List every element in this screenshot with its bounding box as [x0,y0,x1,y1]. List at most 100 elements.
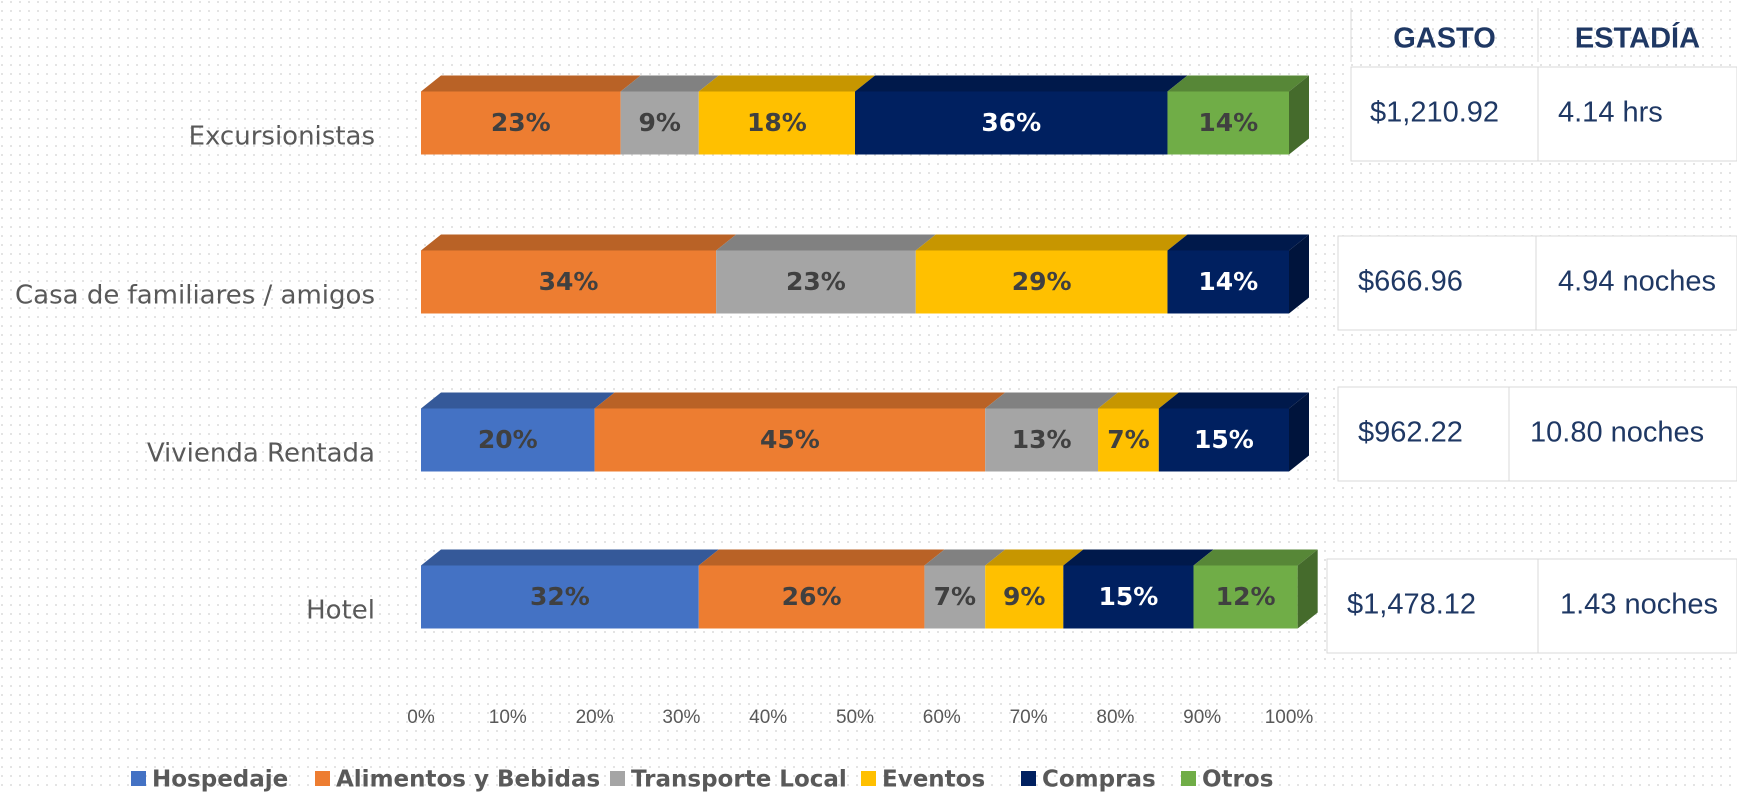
bar-top-face [924,549,1006,566]
bar-segment [620,91,699,155]
data-label: 45% [760,425,820,454]
data-label: 7% [1107,425,1149,454]
table-cell [1350,66,1539,162]
bar-segment [1167,250,1289,314]
table-value: $962.22 [1358,417,1463,449]
bar-segment [421,408,595,472]
bar-segment [594,408,986,472]
data-label: 20% [478,425,538,454]
legend-label: Hospedaje [152,767,288,792]
x-tick-label: 40% [749,707,787,728]
bar-segment [1098,408,1159,472]
legend-label: Otros [1202,767,1273,792]
bar-segment [716,250,916,314]
bar-top-face [1167,234,1309,251]
bar-segment [1063,565,1194,629]
bar-segment [1167,91,1289,155]
data-label: 15% [1194,425,1254,454]
legend-swatch [131,771,146,786]
x-tick-label: 30% [662,707,700,728]
table-cell [1508,386,1737,482]
table-header: GASTO [1393,23,1496,55]
data-label: 26% [782,582,842,611]
table-value: $1,478.12 [1347,589,1476,621]
table-value: 4.14 hrs [1558,97,1663,129]
data-label: 15% [1098,582,1158,611]
bar-segment [855,91,1168,155]
bar-top-face [1098,392,1179,409]
legend-swatch [1181,771,1196,786]
legend-label: Eventos [882,767,985,792]
category-label: Vivienda Rentada [147,439,375,469]
bar-side-face [1289,234,1309,314]
bar-top-face [421,75,641,92]
data-label: 14% [1198,267,1258,296]
table-value: $666.96 [1358,266,1463,298]
x-tick-label: 50% [836,707,874,728]
data-label: 34% [539,267,599,296]
legend-label: Alimentos y Bebidas [336,767,600,792]
data-label: 14% [1198,108,1258,137]
bar-top-face [594,392,1006,409]
x-tick-label: 70% [1010,707,1048,728]
legend-swatch [861,771,876,786]
legend-swatch [315,771,330,786]
data-label: 13% [1012,425,1072,454]
table-cell [1535,235,1737,331]
bar-segment [698,565,925,629]
legend-label: Transporte Local [631,767,847,792]
x-tick-label: 20% [576,707,614,728]
bar-segment [698,91,855,155]
data-label: 9% [1003,582,1045,611]
x-tick-label: 10% [489,707,527,728]
x-tick-label: 100% [1265,707,1314,728]
bar-segment [985,565,1064,629]
bar-side-face [1289,75,1309,155]
table-cell [1326,558,1539,654]
bar-top-face [421,549,719,566]
data-label: 32% [530,582,590,611]
legend-swatch [1021,771,1036,786]
bar-top-face [855,75,1188,92]
bar-segment [421,250,717,314]
x-tick-label: 0% [407,707,435,728]
data-label: 7% [934,582,976,611]
category-label: Casa de familiares / amigos [15,281,375,311]
bar-top-face [1193,549,1318,566]
table-value: 1.43 noches [1560,589,1718,621]
bar-top-face [1063,549,1214,566]
bar-top-face [716,234,936,251]
table-cell [1337,386,1510,482]
table-cell [1537,558,1737,654]
bar-top-face [421,234,737,251]
bar-top-face [915,234,1188,251]
bar-top-face [698,75,875,92]
data-label: 36% [981,108,1041,137]
data-label: 29% [1012,267,1072,296]
x-tick-label: 60% [923,707,961,728]
bar-top-face [421,392,615,409]
bar-top-face [1158,392,1309,409]
legend-label: Compras [1042,767,1156,792]
table-value: $1,210.92 [1370,97,1499,129]
bar-side-face [1289,392,1309,472]
x-tick-label: 80% [1096,707,1134,728]
data-label: 23% [491,108,551,137]
data-label: 23% [786,267,846,296]
legend-swatch [610,771,625,786]
table-header: ESTADÍA [1575,21,1700,55]
table-value: 4.94 noches [1558,266,1716,298]
table-cell [1337,235,1537,331]
bar-segment [1193,565,1298,629]
bar-segment [915,250,1168,314]
bar-top-face [698,549,945,566]
bar-side-face [1297,549,1318,629]
table-cell [1537,66,1737,162]
bar-segment [421,91,621,155]
data-label: 12% [1216,582,1276,611]
data-label: 9% [638,108,680,137]
bar-top-face [985,392,1119,409]
bar-segment [985,408,1099,472]
bar-top-face [620,75,719,92]
